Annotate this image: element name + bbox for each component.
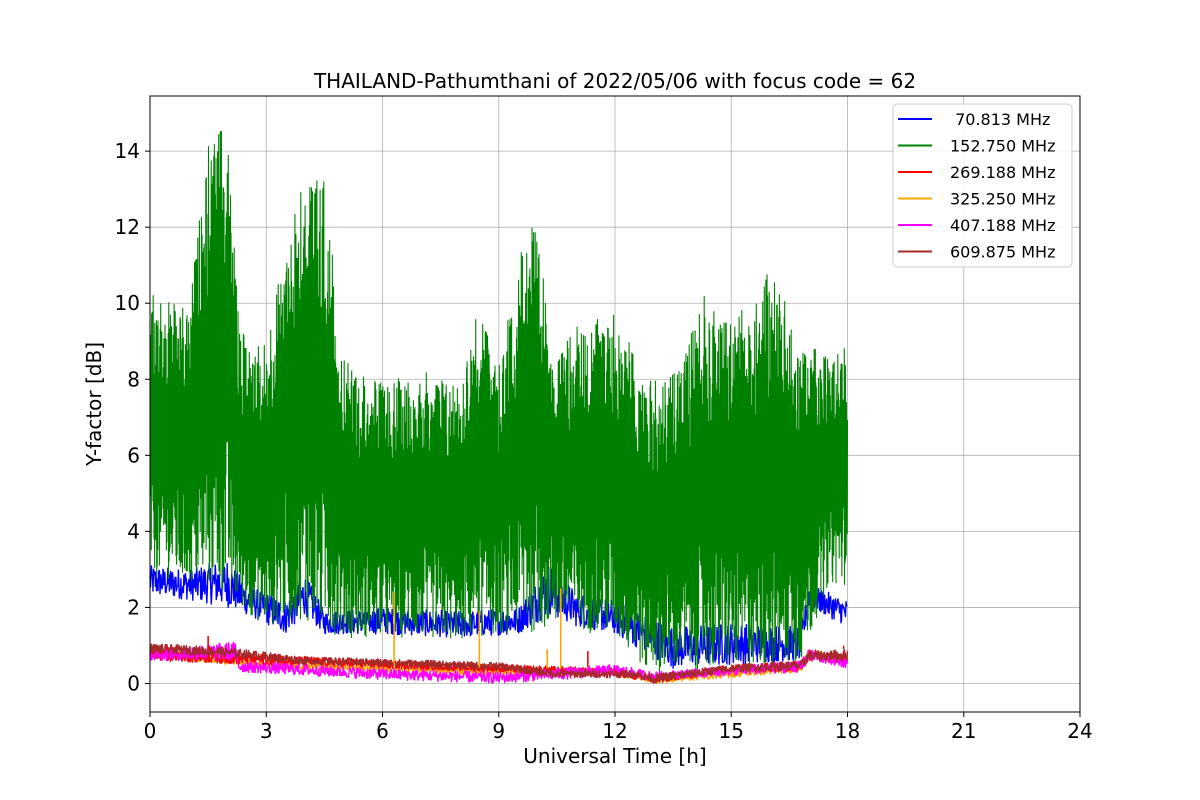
legend-label: 152.750 MHz xyxy=(950,137,1055,156)
legend-label: 70.813 MHz xyxy=(950,110,1050,129)
x-tick-label: 18 xyxy=(835,719,860,743)
legend-label: 269.188 MHz xyxy=(950,163,1055,182)
y-axis: 0 2 4 6 8 10 12 14 xyxy=(115,139,150,695)
x-tick-label: 24 xyxy=(1067,719,1092,743)
x-tick-label: 12 xyxy=(602,719,627,743)
series-line xyxy=(149,643,849,684)
x-tick-label: 0 xyxy=(144,719,157,743)
y-tick-label: 14 xyxy=(115,139,140,163)
legend-label: 609.875 MHz xyxy=(950,243,1055,262)
x-tick-label: 15 xyxy=(719,719,744,743)
x-tick-label: 9 xyxy=(492,719,505,743)
y-tick-label: 6 xyxy=(127,443,140,467)
y-tick-label: 8 xyxy=(127,367,140,391)
x-axis-label: Universal Time [h] xyxy=(523,744,706,768)
x-axis: 0 3 6 9 12 15 18 21 24 xyxy=(144,712,1093,743)
y-axis-label: Y-factor [dB] xyxy=(82,342,106,467)
y-tick-label: 0 xyxy=(127,671,140,695)
legend-label: 325.250 MHz xyxy=(950,190,1055,209)
y-tick-label: 2 xyxy=(127,595,140,619)
chart-title: THAILAND-Pathumthani of 2022/05/06 with … xyxy=(313,69,916,93)
x-tick-label: 3 xyxy=(260,719,273,743)
y-tick-label: 10 xyxy=(115,291,140,315)
x-tick-label: 21 xyxy=(951,719,976,743)
legend: 70.813 MHz 152.750 MHz 269.188 MHz 325.250 … xyxy=(892,103,1073,268)
legend-label: 407.188 MHz xyxy=(950,216,1055,235)
y-tick-label: 12 xyxy=(115,215,140,239)
y-tick-label: 4 xyxy=(127,519,140,543)
x-tick-label: 6 xyxy=(376,719,389,743)
legend-box xyxy=(892,103,1073,268)
series-line xyxy=(149,130,849,673)
series-layer xyxy=(149,130,849,684)
